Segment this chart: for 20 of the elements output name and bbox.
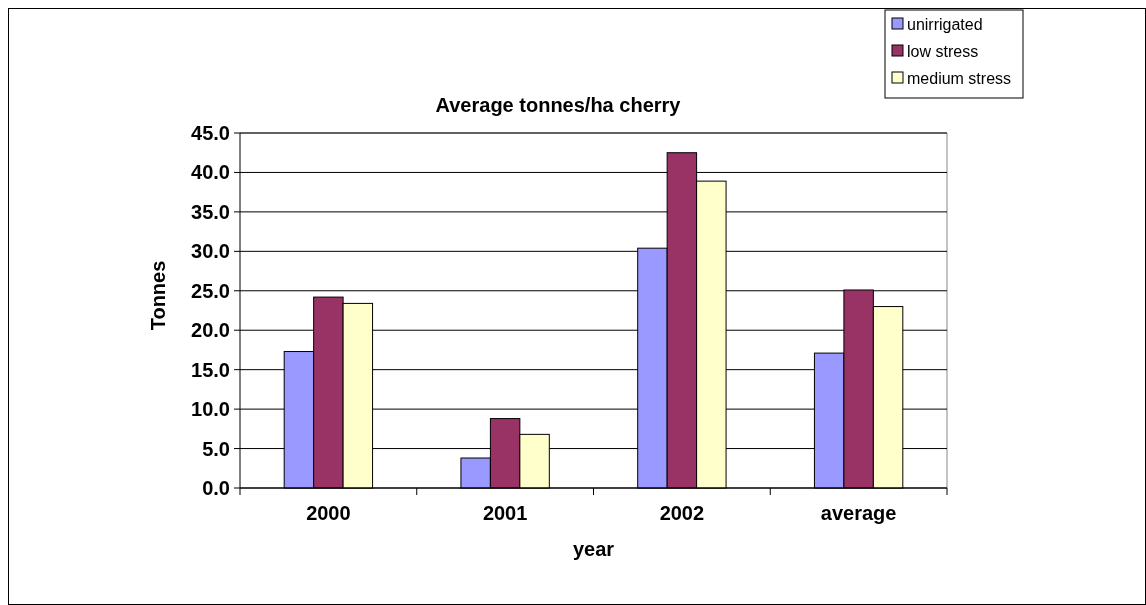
y-tick-label: 45.0 bbox=[191, 122, 230, 144]
chart-title: Average tonnes/ha cherry bbox=[435, 94, 682, 116]
x-tick-label: 2002 bbox=[659, 502, 705, 524]
legend-label: low stress bbox=[907, 42, 979, 60]
x-tick-label: 2000 bbox=[306, 502, 351, 524]
y-tick-label: 5.0 bbox=[202, 437, 230, 460]
y-tick-label: 15.0 bbox=[191, 358, 230, 381]
y-tick-label: 25.0 bbox=[191, 279, 230, 302]
legend-label: unirrigated bbox=[907, 15, 983, 33]
y-tick-label: 40.0 bbox=[191, 161, 230, 184]
x-axis-title: year bbox=[572, 538, 615, 560]
x-tick-label: average bbox=[820, 502, 897, 524]
y-tick-label: 35.0 bbox=[191, 200, 230, 223]
y-tick-label: 20.0 bbox=[191, 319, 230, 342]
x-tick-label: 2001 bbox=[482, 502, 528, 524]
y-tick-label: 10.0 bbox=[191, 398, 230, 421]
y-tick-label: 0.0 bbox=[202, 477, 230, 499]
y-axis-title: Tonnes bbox=[147, 260, 169, 331]
y-tick-label: 30.0 bbox=[191, 240, 230, 263]
legend-label: medium stress bbox=[907, 69, 1012, 87]
